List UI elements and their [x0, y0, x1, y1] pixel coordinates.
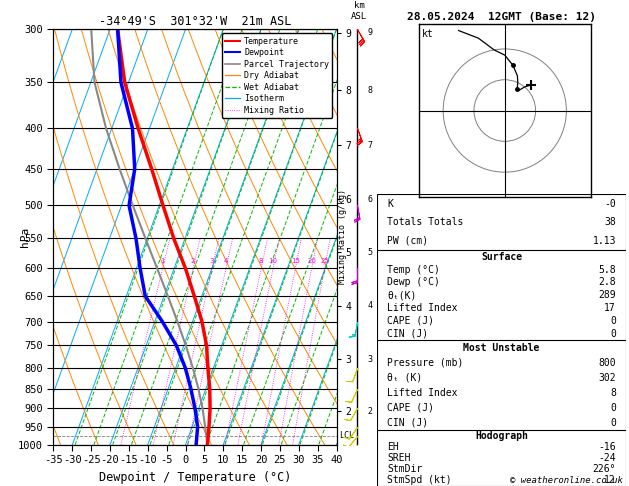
- Text: Hodograph: Hodograph: [475, 431, 528, 441]
- Title: -34°49'S  301°32'W  21m ASL: -34°49'S 301°32'W 21m ASL: [99, 15, 291, 28]
- Text: Most Unstable: Most Unstable: [464, 343, 540, 353]
- Text: 302: 302: [598, 373, 616, 382]
- Text: 0: 0: [610, 329, 616, 339]
- Text: SREH: SREH: [387, 453, 411, 463]
- Text: 2: 2: [191, 258, 196, 264]
- Text: © weatheronline.co.uk: © weatheronline.co.uk: [510, 476, 623, 485]
- Text: CIN (J): CIN (J): [387, 329, 428, 339]
- Text: 6: 6: [367, 195, 372, 204]
- Text: θₜ (K): θₜ (K): [387, 373, 423, 382]
- Text: 28.05.2024  12GMT (Base: 12): 28.05.2024 12GMT (Base: 12): [407, 12, 596, 22]
- Text: 0: 0: [610, 417, 616, 428]
- Text: 15: 15: [291, 258, 300, 264]
- Text: 226°: 226°: [593, 464, 616, 474]
- Legend: Temperature, Dewpoint, Parcel Trajectory, Dry Adiabat, Wet Adiabat, Isotherm, Mi: Temperature, Dewpoint, Parcel Trajectory…: [221, 34, 332, 118]
- Text: CAPE (J): CAPE (J): [387, 402, 435, 413]
- Text: kt: kt: [422, 30, 434, 39]
- Text: Temp (°C): Temp (°C): [387, 264, 440, 275]
- Text: -0: -0: [604, 199, 616, 208]
- Text: 2: 2: [367, 407, 372, 416]
- Text: 5: 5: [367, 248, 372, 257]
- Text: Totals Totals: Totals Totals: [387, 217, 464, 227]
- Text: LCL: LCL: [340, 432, 354, 440]
- Text: Mixing Ratio (g/kg): Mixing Ratio (g/kg): [338, 190, 347, 284]
- Text: 7: 7: [367, 141, 372, 150]
- Text: EH: EH: [387, 442, 399, 452]
- Text: 9: 9: [367, 28, 372, 37]
- Text: 12: 12: [604, 475, 616, 486]
- Text: 5.8: 5.8: [598, 264, 616, 275]
- Text: 4: 4: [367, 301, 372, 311]
- Text: km
ASL: km ASL: [351, 1, 367, 21]
- Text: 3: 3: [367, 355, 372, 364]
- Text: Lifted Index: Lifted Index: [387, 388, 458, 398]
- Text: 20: 20: [307, 258, 316, 264]
- Text: 800: 800: [598, 358, 616, 368]
- Text: 8: 8: [367, 86, 372, 95]
- Text: StmSpd (kt): StmSpd (kt): [387, 475, 452, 486]
- Text: CIN (J): CIN (J): [387, 417, 428, 428]
- Text: CAPE (J): CAPE (J): [387, 316, 435, 326]
- Text: Lifted Index: Lifted Index: [387, 303, 458, 313]
- Text: PW (cm): PW (cm): [387, 236, 428, 246]
- Text: 8: 8: [259, 258, 264, 264]
- Text: -16: -16: [598, 442, 616, 452]
- Text: 0: 0: [610, 316, 616, 326]
- Text: Dewp (°C): Dewp (°C): [387, 278, 440, 287]
- Text: StmDir: StmDir: [387, 464, 423, 474]
- Text: Pressure (mb): Pressure (mb): [387, 358, 464, 368]
- Text: 1.13: 1.13: [593, 236, 616, 246]
- Text: 1: 1: [160, 258, 165, 264]
- Text: 289: 289: [598, 290, 616, 300]
- Text: hPa: hPa: [20, 227, 30, 247]
- Text: Surface: Surface: [481, 252, 522, 262]
- Text: 17: 17: [604, 303, 616, 313]
- Text: K: K: [387, 199, 393, 208]
- Text: 2.8: 2.8: [598, 278, 616, 287]
- Text: 3: 3: [210, 258, 214, 264]
- Text: 4: 4: [224, 258, 228, 264]
- Text: -24: -24: [598, 453, 616, 463]
- Text: 10: 10: [269, 258, 277, 264]
- Text: 8: 8: [610, 388, 616, 398]
- Text: 25: 25: [320, 258, 329, 264]
- Text: 0: 0: [610, 402, 616, 413]
- Text: θₜ(K): θₜ(K): [387, 290, 417, 300]
- Text: 38: 38: [604, 217, 616, 227]
- X-axis label: Dewpoint / Temperature (°C): Dewpoint / Temperature (°C): [99, 470, 291, 484]
